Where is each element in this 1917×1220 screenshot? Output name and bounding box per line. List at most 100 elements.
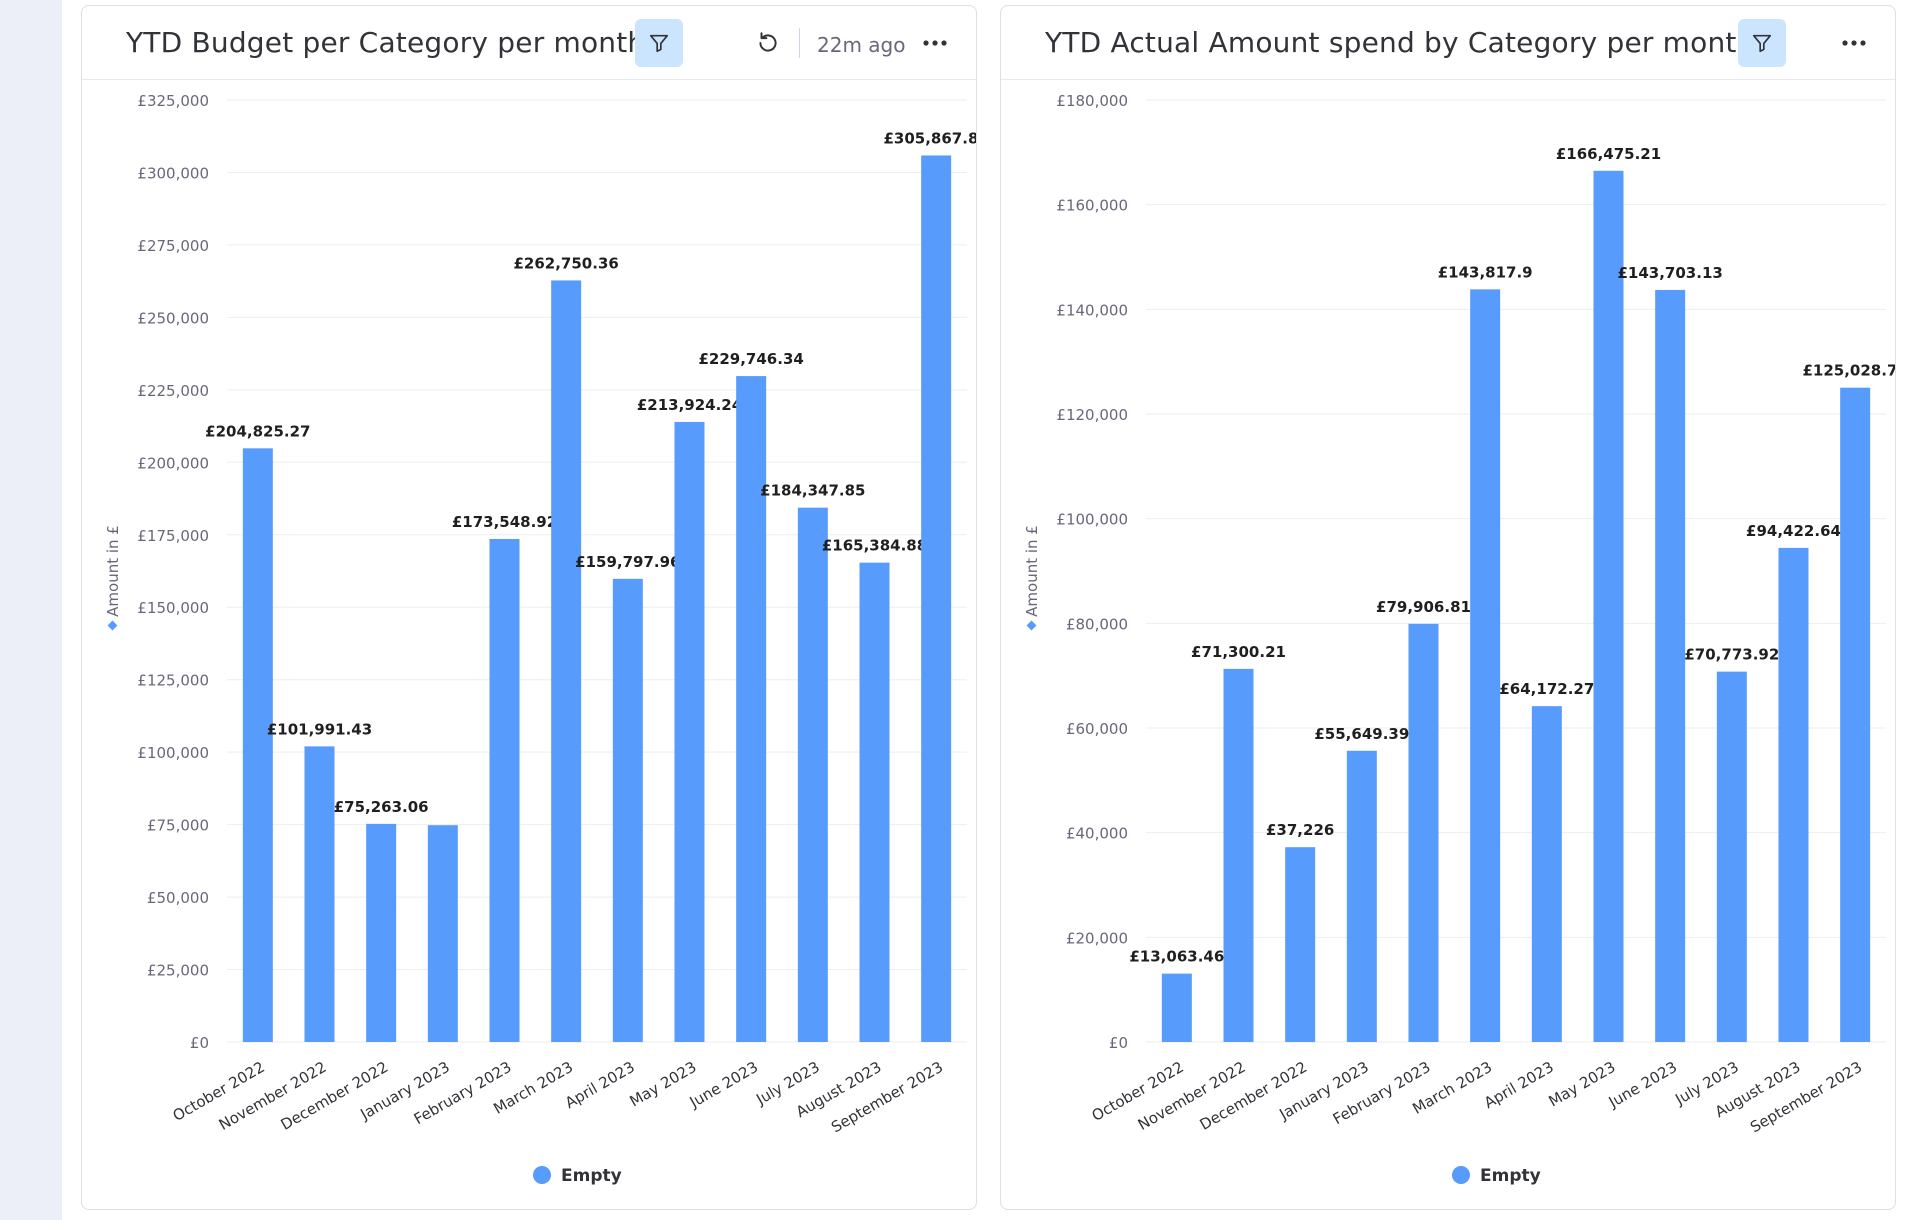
y-tick-label: £50,000 (147, 889, 209, 907)
more-options-button[interactable] (1834, 23, 1874, 63)
x-tick-label: December 2022 (1197, 1058, 1311, 1134)
x-tick-label: April 2023 (1481, 1058, 1557, 1112)
y-tick-label: £75,000 (147, 817, 209, 835)
y-tick-label: £40,000 (1066, 825, 1128, 843)
y-axis-title: Amount in £ (104, 525, 122, 617)
y-tick-label: £140,000 (1056, 301, 1128, 319)
data-label: £173,548.92 (452, 513, 557, 531)
data-label: £143,817.9 (1438, 263, 1533, 281)
x-tick-label: April 2023 (562, 1058, 638, 1112)
y-axis-title-group: Amount in £ (1023, 525, 1041, 631)
legend-marker (1452, 1166, 1470, 1184)
y-tick-label: £0 (190, 1034, 209, 1052)
last-updated-label: 22m ago (817, 33, 906, 57)
bar (1223, 668, 1254, 1042)
bar (612, 578, 643, 1042)
y-axis-title: Amount in £ (1023, 525, 1041, 617)
refresh-icon (759, 32, 777, 52)
more-options-button[interactable] (915, 23, 955, 63)
x-tick-label: September 2023 (1747, 1058, 1865, 1137)
left-sidebar-strip (0, 0, 62, 1220)
y-tick-label: £325,000 (137, 92, 209, 110)
y-tick-label: £175,000 (137, 527, 209, 545)
y-tick-label: £20,000 (1066, 929, 1128, 947)
y-tick-label: £0 (1109, 1034, 1128, 1052)
bar (1161, 973, 1192, 1042)
bar (1346, 750, 1377, 1042)
legend-marker (533, 1166, 551, 1184)
bar (674, 421, 705, 1042)
y-tick-label: £200,000 (137, 454, 209, 472)
widget-title: YTD Actual Amount spend by Category per … (1045, 26, 1755, 59)
data-label: £79,906.81 (1376, 598, 1471, 616)
y-tick-label: £180,000 (1056, 92, 1128, 110)
data-label: £229,746.34 (698, 350, 803, 368)
y-axis-marker (107, 620, 118, 631)
data-label: £75,263.06 (334, 798, 429, 816)
widget-title: YTD Budget per Category per month (126, 26, 646, 59)
filter-button[interactable] (1738, 19, 1786, 67)
data-label: £159,797.96 (575, 553, 680, 571)
filter-button[interactable] (635, 19, 683, 67)
widget-budget-per-category: YTD Budget per Category per month 22m ag… (81, 5, 977, 1210)
data-label: £71,300.21 (1191, 643, 1286, 661)
x-tick-label: November 2022 (216, 1058, 330, 1134)
data-label: £13,063.46 (1129, 948, 1224, 966)
x-tick-label: September 2023 (828, 1058, 946, 1137)
bar (304, 746, 335, 1042)
y-tick-label: £80,000 (1066, 615, 1128, 633)
y-axis-title-group: Amount in £ (104, 525, 122, 631)
data-label: £101,991.43 (267, 720, 372, 738)
data-label: £55,649.39 (1314, 725, 1409, 743)
bar (1778, 547, 1809, 1042)
bar (551, 280, 582, 1042)
y-axis-marker (1026, 620, 1037, 631)
more-icon (1842, 40, 1866, 46)
y-tick-label: £250,000 (137, 309, 209, 327)
widget-actual-spend-per-category: YTD Actual Amount spend by Category per … (1000, 5, 1896, 1210)
data-label: £143,703.13 (1617, 264, 1722, 282)
bar (1408, 623, 1439, 1042)
budget-bar-chart: £0 £25,000 £50,000 £75,000 £100,000 £125,000 £… (104, 92, 977, 1186)
refresh-button[interactable] (748, 23, 788, 63)
bar (1531, 706, 1562, 1042)
more-icon (923, 40, 947, 46)
bar (797, 507, 828, 1043)
widget-header: YTD Budget per Category per month 22m ag… (82, 6, 976, 80)
legend-label: Empty (1480, 1166, 1541, 1186)
data-label: £262,750.36 (513, 254, 618, 272)
header-divider (799, 28, 800, 58)
data-label: £64,172.27 (1499, 680, 1594, 698)
data-label: £305,867.82 (883, 129, 977, 147)
bar (489, 538, 520, 1042)
data-label: £70,773.92 (1684, 646, 1779, 664)
data-label: £125,028.74 (1802, 362, 1896, 380)
y-tick-label: £300,000 (137, 164, 209, 182)
filter-icon (649, 34, 669, 53)
legend-label: Empty (561, 1166, 622, 1186)
actual-spend-bar-chart: £0 £20,000 £40,000 £60,000 £80,000 £100,000 £1… (1023, 92, 1896, 1186)
filter-icon (1752, 34, 1772, 53)
bar (1716, 671, 1747, 1042)
widget-header: YTD Actual Amount spend by Category per … (1001, 6, 1895, 80)
y-tick-label: £160,000 (1056, 197, 1128, 215)
y-tick-label: £150,000 (137, 599, 209, 617)
data-label: £213,924.24 (637, 396, 742, 414)
bar (1593, 170, 1624, 1042)
x-tick-label: June 2023 (686, 1058, 761, 1112)
bar (859, 562, 890, 1042)
x-tick-label: May 2023 (626, 1058, 699, 1111)
bar (242, 448, 273, 1042)
y-tick-label: £60,000 (1066, 720, 1128, 738)
bar (1840, 387, 1871, 1042)
y-tick-label: £275,000 (137, 237, 209, 255)
data-label: £166,475.21 (1556, 145, 1661, 163)
bar (1655, 289, 1686, 1042)
data-label: £184,347.85 (760, 482, 865, 500)
bar (736, 376, 767, 1042)
bar (1470, 289, 1501, 1042)
y-tick-label: £100,000 (137, 744, 209, 762)
x-tick-label: November 2022 (1135, 1058, 1249, 1134)
x-tick-label: June 2023 (1605, 1058, 1680, 1112)
bar (427, 825, 458, 1042)
